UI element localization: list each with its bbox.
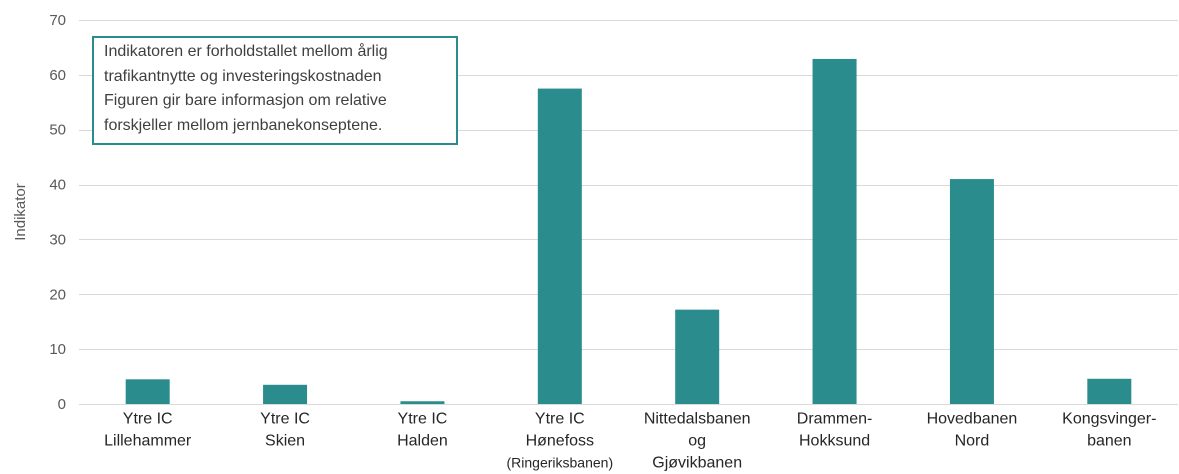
x-tick-label-7: Hovedbanen Nord <box>927 411 1018 450</box>
x-tick-label-line: Hokksund <box>799 433 870 450</box>
annotation-line: Indikatoren er forholdstallet mellom årl… <box>104 43 388 60</box>
y-tick-label-40: 40 <box>49 177 66 194</box>
bar-5 <box>675 309 720 404</box>
x-tick-label-line: Nittedalsbanen <box>644 411 751 428</box>
y-tick-label-30: 30 <box>49 231 66 248</box>
bar-4 <box>537 88 582 405</box>
y-tick-label-70: 70 <box>49 12 66 29</box>
annotation-line: trafikantnytte og investeringskostnaden <box>104 67 382 85</box>
annotation-box: Indikatoren er forholdstallet mellom årl… <box>92 36 458 145</box>
x-tick-label-3: Ytre IC Halden <box>397 411 448 450</box>
y-axis-title: Indikator <box>12 183 29 241</box>
x-tick-label-1: Ytre IC Lillehammer <box>104 411 192 450</box>
x-tick-label-line: Kongsvinger- <box>1062 411 1156 428</box>
y-tick-label-60: 60 <box>49 67 66 84</box>
x-tick-label-line: Halden <box>397 433 448 450</box>
x-tick-label-line: Hovedbanen <box>927 411 1018 428</box>
bar-2 <box>263 384 308 404</box>
annotation-line: Figuren gir bare informasjon om relative <box>104 92 387 109</box>
x-tick-label-line: (Ringeriksbanen) <box>507 455 614 471</box>
x-tick-label-line: Ytre IC <box>260 411 310 428</box>
x-tick-label-4: Ytre IC Hønefoss (Ringeriksbanen) <box>507 411 614 471</box>
bar-7 <box>949 179 994 404</box>
bar-6 <box>812 58 857 404</box>
x-tick-label-line: Skien <box>265 433 305 450</box>
y-tick-label-20: 20 <box>49 286 66 303</box>
y-axis-tick-labels: 0 10 20 30 40 50 60 70 <box>49 12 66 413</box>
y-tick-label-10: 10 <box>49 341 66 358</box>
y-tick-label-50: 50 <box>49 122 66 139</box>
x-tick-label-line: og <box>688 433 706 450</box>
x-axis-tick-labels: Ytre IC Lillehammer Ytre IC Skien Ytre IC Hal… <box>104 411 1156 472</box>
x-tick-label-line: Nord <box>955 433 990 450</box>
x-tick-label-line: Gjøvikbanen <box>652 455 742 472</box>
x-tick-label-2: Ytre IC Skien <box>260 411 310 450</box>
bar-1 <box>125 379 170 404</box>
x-tick-label-5: Nittedalsbanen og Gjøvikbanen <box>644 411 751 472</box>
x-tick-label-line: Lillehammer <box>104 433 192 450</box>
x-tick-label-line: banen <box>1087 433 1132 450</box>
bars <box>125 58 1132 405</box>
x-tick-label-6: Drammen- Hokksund <box>797 411 873 450</box>
x-tick-label-line: Ytre IC <box>535 411 585 428</box>
annotation-line: forskjeller mellom jernbanekonseptene. <box>104 116 383 134</box>
x-tick-label-8: Kongsvinger-banen <box>1062 411 1156 450</box>
bar-3 <box>400 401 445 404</box>
y-tick-label-0: 0 <box>58 396 66 413</box>
x-tick-label-line: Hønefoss <box>526 433 594 450</box>
bar-8 <box>1087 378 1132 404</box>
x-tick-label-line: Ytre IC <box>398 411 448 428</box>
x-tick-label-line: Drammen- <box>797 411 873 428</box>
x-tick-label-line: Ytre IC <box>123 411 173 428</box>
